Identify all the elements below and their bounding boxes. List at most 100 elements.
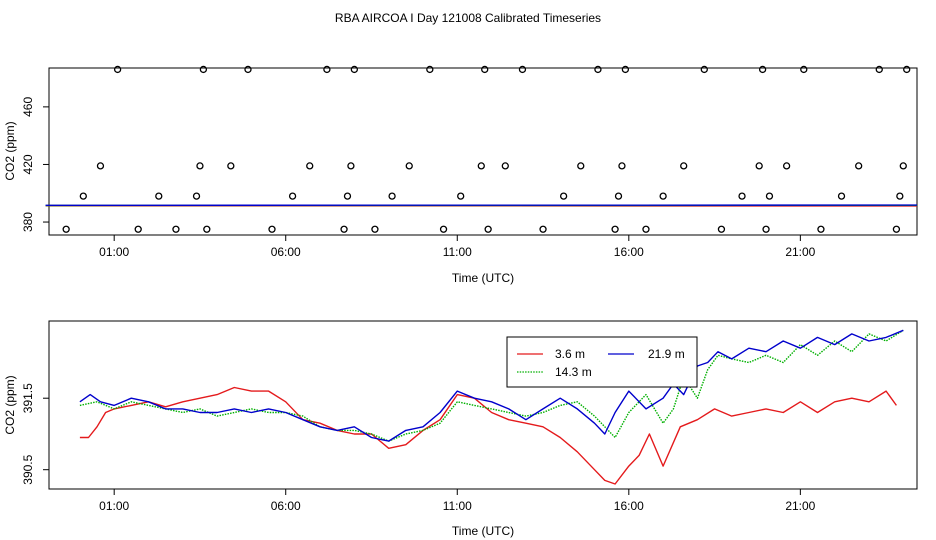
data-point bbox=[388, 192, 396, 200]
data-point bbox=[700, 65, 708, 74]
x-axis-title: Time (UTC) bbox=[452, 524, 514, 538]
data-point bbox=[559, 192, 568, 200]
x-tick-label: 16:00 bbox=[614, 499, 644, 513]
data-point bbox=[659, 192, 667, 200]
x-tick-label: 01:00 bbox=[99, 499, 129, 513]
data-point bbox=[227, 162, 235, 170]
x-tick-label: 16:00 bbox=[614, 245, 644, 259]
data-point bbox=[642, 225, 650, 233]
data-point bbox=[738, 192, 746, 200]
data-point bbox=[113, 65, 122, 74]
chart-title: RBA AIRCOA I Day 121008 Calibrated Times… bbox=[335, 11, 601, 25]
data-point bbox=[371, 225, 379, 233]
data-point bbox=[343, 192, 352, 200]
legend-label-3-6m: 3.6 m bbox=[555, 347, 585, 361]
data-point bbox=[426, 65, 434, 74]
data-point bbox=[618, 162, 626, 170]
series-line-21-9-m bbox=[79, 329, 904, 442]
legend-label-14-3m: 14.3 m bbox=[555, 365, 592, 379]
data-point bbox=[62, 225, 70, 233]
data-point bbox=[347, 162, 355, 170]
data-point bbox=[717, 225, 726, 233]
data-point bbox=[439, 225, 448, 233]
data-point bbox=[899, 162, 907, 170]
panel-top: 01:00 06:00 11:00 16:00 21:00 380 420 460 Time… bbox=[3, 65, 918, 285]
series-lines bbox=[79, 329, 904, 485]
series-line-3-6-m bbox=[79, 386, 897, 485]
data-point bbox=[758, 65, 767, 74]
data-point bbox=[477, 162, 485, 170]
data-point bbox=[203, 225, 211, 233]
y-axis: 390.5 391.5 bbox=[21, 383, 49, 485]
outlier-points bbox=[62, 65, 911, 233]
x-tick-label: 06:00 bbox=[271, 499, 301, 513]
data-point bbox=[457, 192, 465, 200]
data-point bbox=[350, 65, 358, 74]
x-axis: 01:00 06:00 11:00 16:00 21:00 bbox=[99, 235, 816, 259]
data-point bbox=[481, 65, 489, 74]
data-point bbox=[800, 65, 808, 74]
x-tick-label: 11:00 bbox=[443, 499, 472, 513]
x-tick-label: 21:00 bbox=[785, 245, 815, 259]
y-axis-title: CO2 (ppm) bbox=[3, 121, 17, 180]
series-line-14-3-m bbox=[79, 329, 904, 442]
data-point bbox=[134, 225, 142, 233]
x-tick-label: 21:00 bbox=[785, 499, 815, 513]
data-point bbox=[192, 192, 201, 200]
data-point bbox=[518, 65, 527, 74]
data-point bbox=[680, 162, 688, 170]
data-point bbox=[762, 225, 770, 233]
data-point bbox=[79, 192, 87, 200]
x-axis: 01:00 06:00 11:00 16:00 21:00 bbox=[99, 489, 816, 513]
data-point bbox=[594, 65, 602, 74]
data-point bbox=[172, 225, 180, 233]
plot-frame bbox=[48, 67, 918, 236]
data-point bbox=[323, 65, 331, 74]
data-point bbox=[501, 162, 509, 170]
data-point bbox=[896, 192, 904, 200]
legend-label-21-9m: 21.9 m bbox=[648, 347, 685, 361]
legend: 3.6 m 14.3 m 21.9 m bbox=[506, 336, 698, 388]
data-point bbox=[155, 192, 163, 200]
y-axis: 380 420 460 bbox=[21, 97, 49, 232]
data-point bbox=[837, 192, 846, 200]
x-tick-label: 06:00 bbox=[271, 245, 301, 259]
series-lines bbox=[45, 204, 918, 207]
y-tick-label: 391.5 bbox=[21, 383, 35, 413]
plot-frame bbox=[48, 320, 918, 490]
data-point bbox=[268, 225, 276, 233]
data-point bbox=[199, 65, 208, 74]
x-tick-label: 01:00 bbox=[99, 245, 129, 259]
y-tick-label: 460 bbox=[21, 97, 35, 117]
data-point bbox=[577, 162, 585, 170]
data-point bbox=[196, 162, 204, 170]
x-tick-label: 11:00 bbox=[443, 245, 472, 259]
data-point bbox=[306, 162, 314, 170]
y-tick-label: 390.5 bbox=[21, 454, 35, 484]
y-tick-label: 420 bbox=[21, 154, 35, 174]
panel-bottom: 01:00 06:00 11:00 16:00 21:00 390.5 391.5 Tim… bbox=[3, 320, 918, 538]
data-point bbox=[875, 65, 883, 74]
data-point bbox=[614, 192, 623, 200]
data-point bbox=[96, 162, 105, 170]
data-point bbox=[817, 225, 825, 233]
data-point bbox=[405, 162, 413, 170]
data-point bbox=[903, 65, 911, 74]
data-point bbox=[611, 225, 619, 233]
data-point bbox=[855, 162, 863, 170]
data-point bbox=[484, 225, 492, 233]
data-point bbox=[288, 192, 297, 200]
data-point bbox=[340, 225, 348, 233]
data-point bbox=[244, 65, 252, 74]
data-point bbox=[765, 192, 774, 200]
data-point bbox=[892, 225, 901, 233]
data-point bbox=[782, 162, 791, 170]
data-point bbox=[755, 162, 763, 170]
data-point bbox=[539, 225, 547, 233]
x-axis-title: Time (UTC) bbox=[452, 271, 514, 285]
y-tick-label: 380 bbox=[21, 212, 35, 232]
data-point bbox=[621, 65, 630, 74]
y-axis-title: CO2 (ppm) bbox=[3, 375, 17, 434]
legend-box bbox=[506, 336, 698, 388]
